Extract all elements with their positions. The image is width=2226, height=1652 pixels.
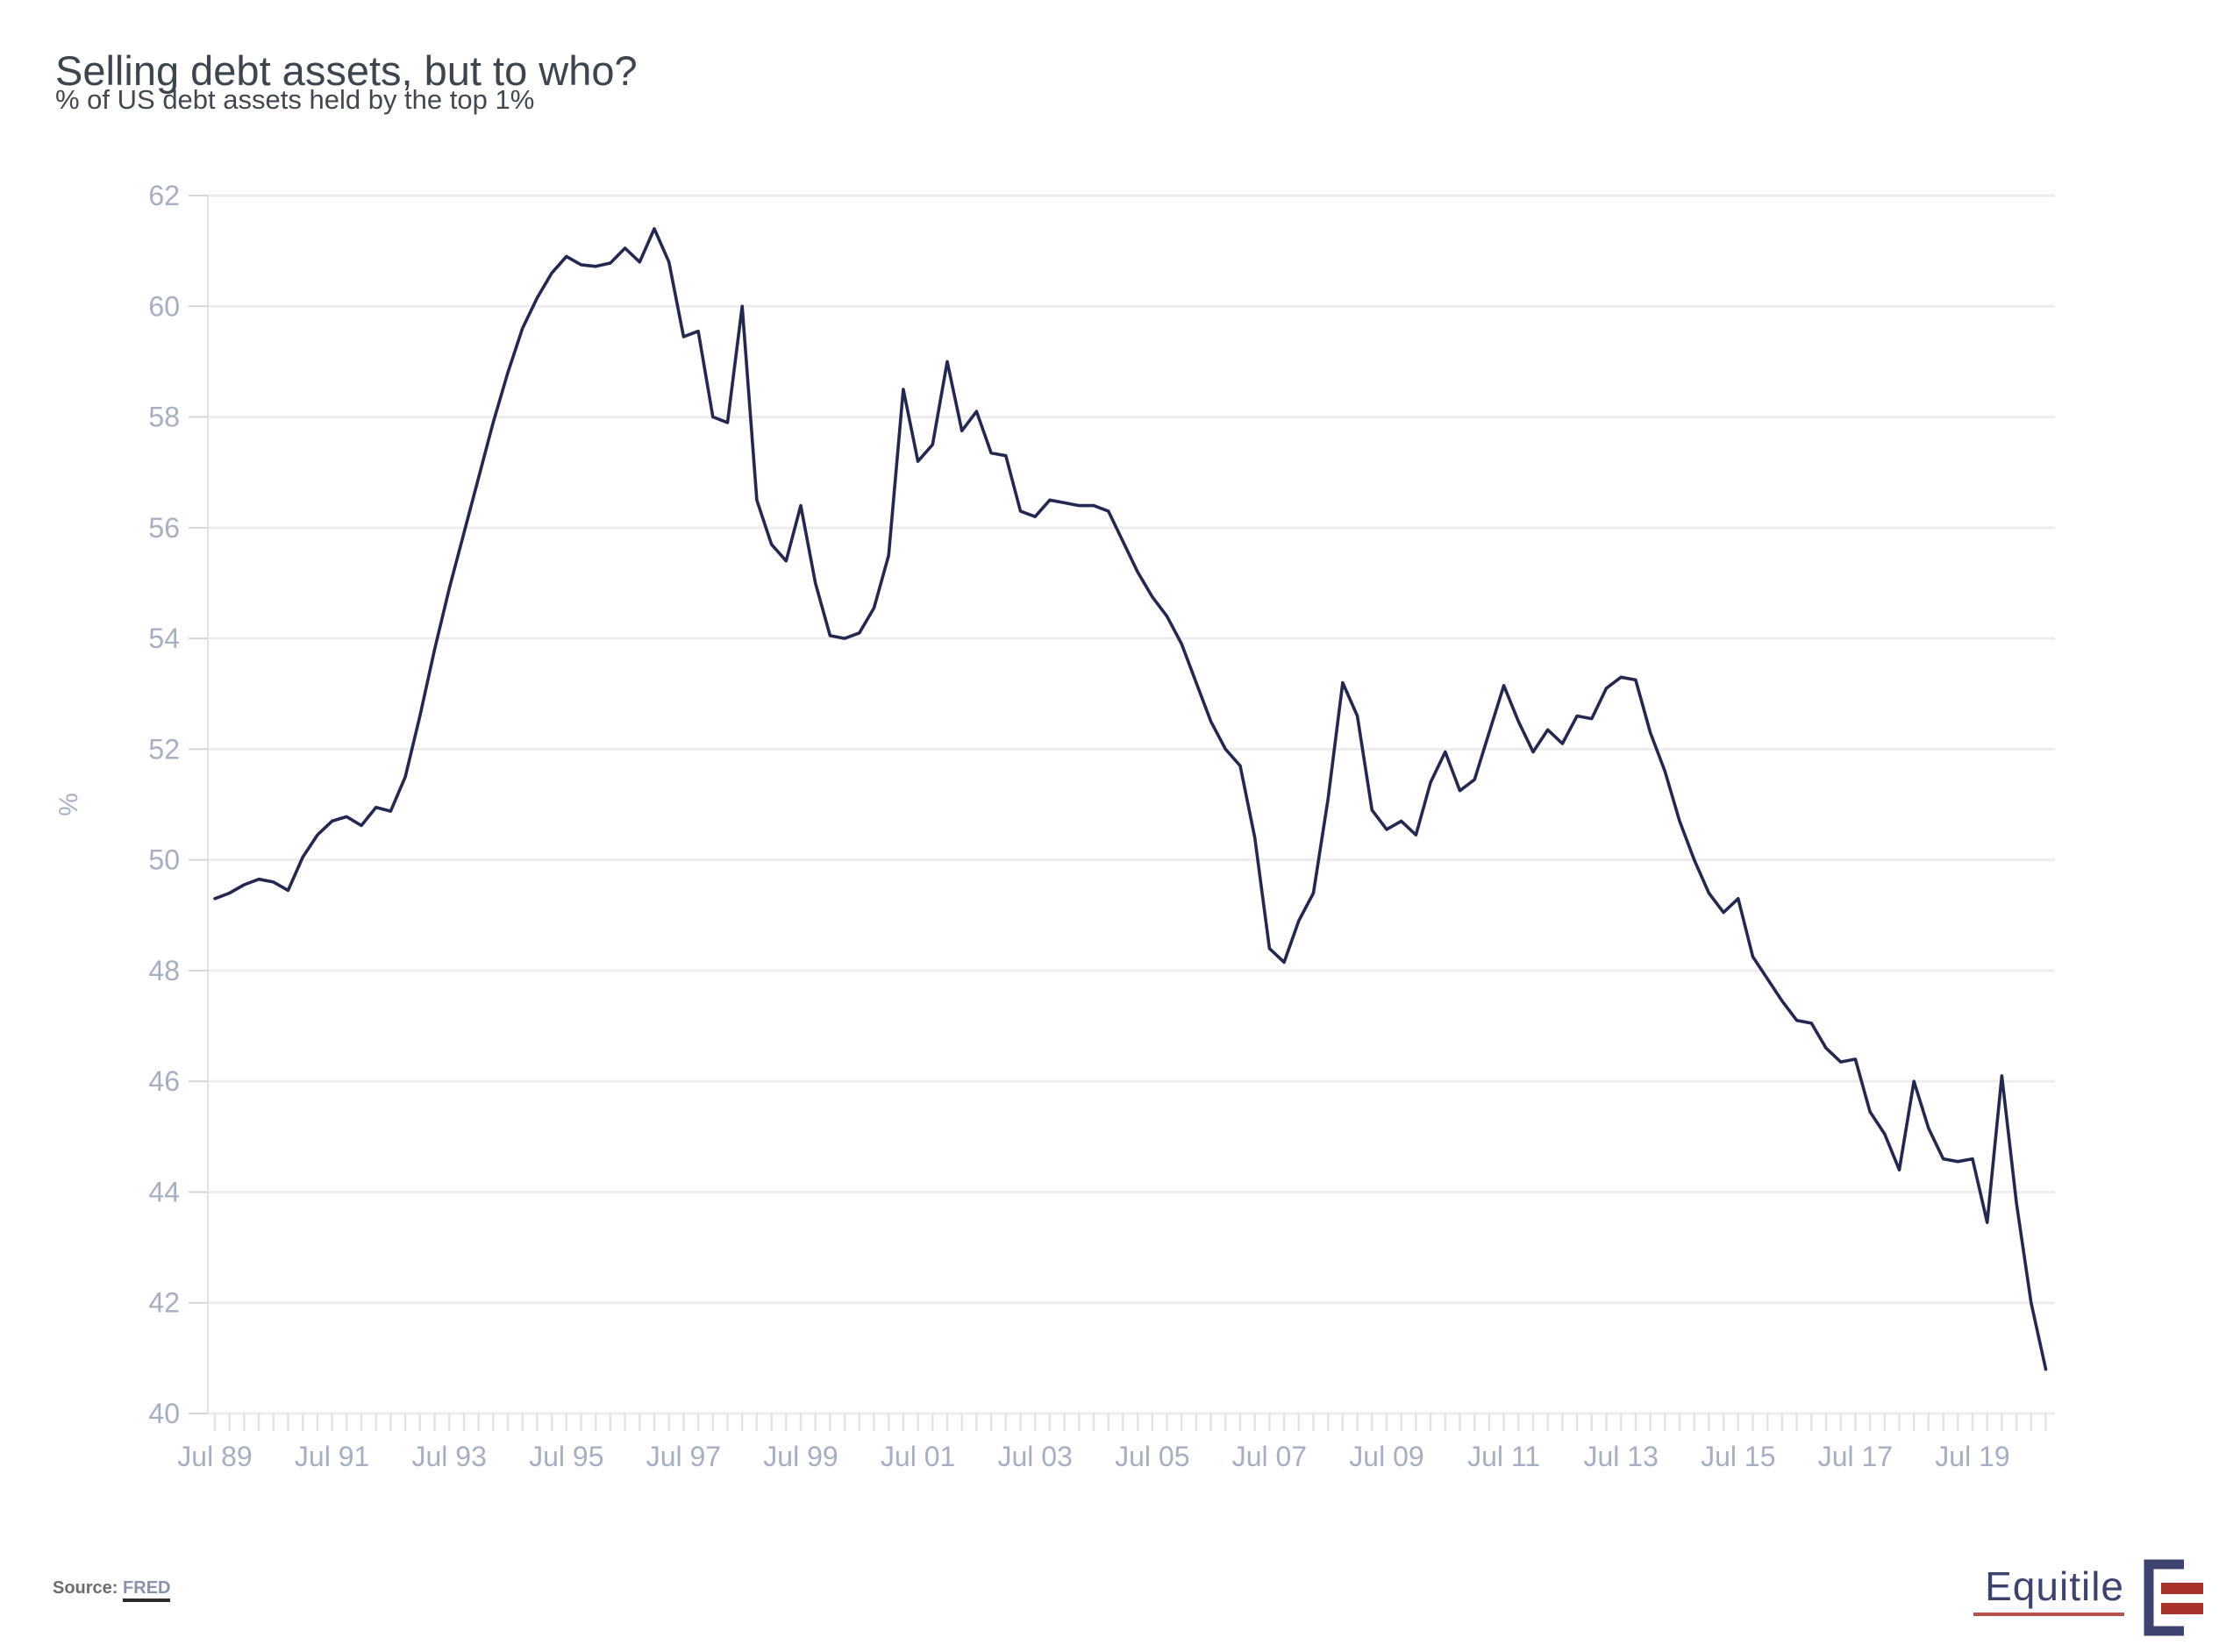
data-series xyxy=(213,227,2048,1371)
equitile-logo: Equitile xyxy=(1917,1554,2207,1641)
x-tick-label: Jul 13 xyxy=(1584,1441,1659,1472)
x-tick-label: Jul 03 xyxy=(998,1441,1073,1472)
logo-tagline-bar xyxy=(1973,1613,2124,1616)
source-label: Source: xyxy=(53,1578,118,1598)
y-tick-label: 58 xyxy=(148,402,180,433)
x-tick-label: Jul 09 xyxy=(1349,1441,1423,1472)
y-tick-label: 56 xyxy=(148,512,180,544)
x-tick-label: Jul 17 xyxy=(1818,1441,1893,1472)
y-tick-label: 60 xyxy=(148,290,180,322)
series-line-top1-debt-share xyxy=(213,227,2048,1371)
equitile-bracket-icon xyxy=(2144,1559,2203,1636)
gridlines xyxy=(207,194,2055,1415)
x-tick-label: Jul 95 xyxy=(529,1441,603,1472)
x-tick-label: Jul 97 xyxy=(646,1441,721,1472)
x-tick-label: Jul 05 xyxy=(1115,1441,1189,1472)
source-note: Source: FRED xyxy=(53,1578,171,1602)
y-tick-label: 44 xyxy=(148,1176,180,1207)
x-tick-label: Jul 01 xyxy=(881,1441,955,1472)
page-subtitle: % of US debt assets held by the top 1% xyxy=(55,84,535,115)
logo-wordmark: Equitile xyxy=(1985,1563,2124,1609)
x-tick-label: Jul 99 xyxy=(763,1441,838,1472)
x-axis-ticks xyxy=(213,1413,2047,1431)
x-tick-label: Jul 19 xyxy=(1935,1441,2009,1472)
y-tick-label: 48 xyxy=(148,955,180,986)
axis-labels: 40 42 44 46 48 50 52 54 56 58 60 62 Jul 89 Jul 91 Jul … xyxy=(54,180,2010,1472)
y-tick-label: 62 xyxy=(148,180,180,211)
x-tick-label: Jul 91 xyxy=(295,1441,369,1472)
source-link-fred[interactable]: FRED xyxy=(123,1578,171,1602)
x-tick-label: Jul 15 xyxy=(1701,1441,1775,1472)
y-axis-title: % xyxy=(54,793,83,816)
y-tick-label: 42 xyxy=(148,1287,180,1319)
y-tick-label: 54 xyxy=(148,623,180,654)
x-tick-label: Jul 93 xyxy=(412,1441,487,1472)
y-tick-label: 50 xyxy=(148,844,180,876)
y-tick-label: 40 xyxy=(148,1398,180,1429)
x-tick-label: Jul 11 xyxy=(1467,1441,1540,1472)
y-tick-label: 46 xyxy=(148,1065,180,1097)
y-axis-ticks xyxy=(189,195,208,1414)
x-tick-label: Jul 89 xyxy=(177,1441,252,1472)
page-title: Selling debt assets, but to who? xyxy=(55,47,638,95)
x-tick-label: Jul 07 xyxy=(1232,1441,1307,1472)
y-tick-label: 52 xyxy=(148,733,180,765)
